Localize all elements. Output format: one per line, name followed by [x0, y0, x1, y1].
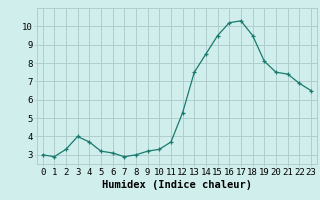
X-axis label: Humidex (Indice chaleur): Humidex (Indice chaleur) [102, 180, 252, 190]
